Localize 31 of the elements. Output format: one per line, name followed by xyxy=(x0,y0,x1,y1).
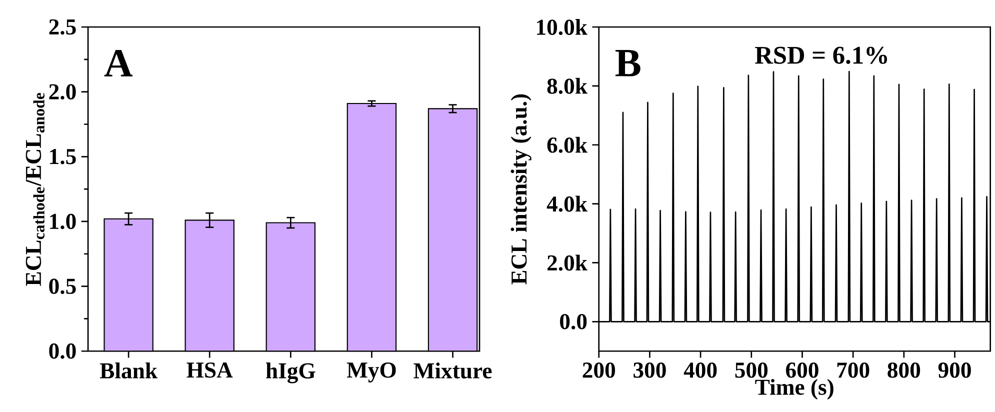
y-tick-label: 0.0 xyxy=(49,343,76,359)
y-tick-label: 1.5 xyxy=(50,148,76,164)
y-tick-label: 0.5 xyxy=(49,278,76,294)
x-tick-label: MyO xyxy=(346,362,396,382)
annotation: A xyxy=(104,50,133,76)
y-tick-label: 4.0k xyxy=(546,196,588,212)
y-tick-label: 0.0 xyxy=(560,314,587,330)
y-tick-label: 2.0k xyxy=(548,254,588,271)
y-tick-label: 8.0k xyxy=(547,78,588,94)
x-tick-label: 300 xyxy=(634,362,666,378)
x-tick-label: 900 xyxy=(938,362,971,378)
x-tick-label: 800 xyxy=(888,362,920,378)
x-axis-title: Time (s) xyxy=(755,378,834,400)
y-axis-title: ECL$_{cathode}$/ECL$_{anode}$ xyxy=(26,92,44,286)
x-tick-label: Mixture xyxy=(414,362,492,378)
x-tick-label: 500 xyxy=(735,362,768,378)
x-tick-label: 700 xyxy=(837,362,870,378)
y-tick-label: 6.0k xyxy=(547,136,588,153)
y-axis-title: ECL intensity (a.u.) xyxy=(510,94,532,284)
y-tick-label: 1.0 xyxy=(50,214,76,230)
x-tick-label: 400 xyxy=(684,362,717,378)
y-tick-label: 10.0k xyxy=(537,18,588,35)
x-tick-label: Blank xyxy=(100,362,158,378)
x-tick-label: hIgG xyxy=(266,362,316,384)
y-tick-label: 2.5 xyxy=(49,19,76,35)
x-tick-label: HSA xyxy=(186,362,233,378)
x-tick-label: 200 xyxy=(582,362,616,378)
annotation: B xyxy=(615,50,640,76)
y-tick-label: 2.0 xyxy=(49,84,76,100)
x-tick-label: 600 xyxy=(786,362,818,378)
annotation: RSD = 6.1% xyxy=(755,46,887,64)
